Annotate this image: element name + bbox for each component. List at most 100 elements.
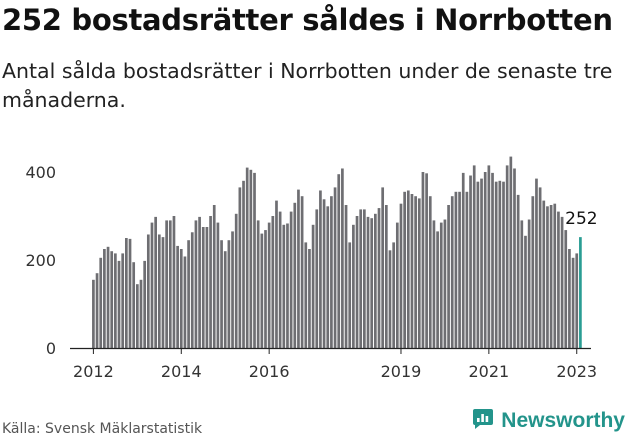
- bar: [99, 257, 103, 348]
- bar: [363, 209, 366, 348]
- bar: [135, 284, 139, 348]
- bar: [546, 206, 549, 348]
- bar: [374, 213, 377, 348]
- bar: [183, 256, 187, 348]
- bar: [491, 172, 494, 348]
- bar: [414, 196, 417, 348]
- y-axis: 0 200 400: [25, 163, 56, 358]
- bar: [395, 222, 399, 348]
- bar: [388, 250, 392, 348]
- bar: [132, 262, 136, 348]
- bar: [337, 174, 341, 348]
- bar: [300, 196, 304, 348]
- bar: [209, 216, 212, 348]
- bar: [513, 168, 516, 348]
- bar: [392, 242, 396, 348]
- bar: [223, 251, 227, 348]
- bar: [176, 245, 179, 348]
- bar: [234, 213, 238, 348]
- bar: [103, 249, 106, 348]
- bar: [275, 200, 278, 348]
- x-tick-label: 2019: [381, 362, 422, 381]
- bar: [289, 211, 293, 348]
- bar: [315, 209, 319, 348]
- bar: [531, 196, 535, 348]
- bar: [381, 187, 385, 348]
- bar: [480, 178, 483, 348]
- bar: [575, 253, 579, 348]
- bar: [278, 211, 282, 348]
- bar: [121, 253, 125, 348]
- bar: [92, 279, 95, 348]
- bar: [417, 198, 421, 348]
- bar: [216, 222, 220, 348]
- bar: [238, 187, 242, 348]
- bar: [341, 168, 344, 348]
- bar-latest: [579, 237, 582, 348]
- bar: [568, 249, 571, 348]
- bar: [282, 224, 286, 348]
- chart-subtitle: Antal sålda bostadsrätter i Norrbotten u…: [2, 59, 613, 112]
- bar: [542, 200, 546, 348]
- bar: [498, 180, 502, 348]
- bar: [117, 260, 121, 348]
- bar: [359, 209, 363, 348]
- bar: [271, 216, 275, 348]
- bar: [198, 216, 201, 348]
- bar: [436, 231, 439, 348]
- bar: [355, 216, 359, 348]
- bar: [425, 173, 428, 348]
- x-tick-label: 2012: [73, 362, 114, 381]
- bar: [564, 230, 568, 348]
- x-tick-label: 2014: [161, 362, 202, 381]
- bar: [366, 216, 370, 348]
- y-tick-label: 0: [46, 339, 56, 358]
- bar-chart: 0 200 400 2012 2014 2016 2019 2021 2023 252: [25, 156, 598, 381]
- bar: [139, 279, 143, 348]
- bar: [352, 224, 355, 348]
- bar: [384, 205, 388, 348]
- bar: [524, 235, 527, 348]
- bar: [114, 253, 117, 348]
- bar: [476, 181, 480, 348]
- x-axis: 2012 2014 2016 2019 2021 2023: [73, 348, 597, 381]
- bar: [549, 205, 553, 348]
- bar: [125, 238, 128, 348]
- bar: [348, 242, 352, 348]
- bar: [260, 233, 264, 348]
- bar: [168, 220, 172, 348]
- bar: [333, 187, 337, 348]
- bar: [447, 205, 450, 348]
- bar: [179, 249, 183, 348]
- bar: [227, 240, 231, 348]
- bar: [106, 246, 110, 348]
- last-value-label: 252: [565, 209, 597, 229]
- bar: [458, 191, 461, 348]
- bar: [330, 196, 333, 348]
- bar: [249, 169, 253, 348]
- bar: [560, 216, 564, 348]
- bar: [399, 203, 403, 348]
- bar: [535, 178, 538, 348]
- bar: [326, 206, 330, 348]
- bar: [150, 222, 154, 348]
- bar: [220, 240, 223, 348]
- x-tick-label: 2016: [249, 362, 290, 381]
- newsworthy-logo[interactable]: Newsworthy: [471, 407, 625, 435]
- bar: [494, 181, 498, 348]
- bar: [157, 234, 161, 348]
- bar: [154, 216, 157, 348]
- bar: [165, 220, 168, 348]
- bar: [319, 190, 322, 348]
- bar: [128, 238, 132, 348]
- bar: [571, 257, 575, 348]
- bar: [487, 165, 491, 348]
- bar: [110, 251, 114, 348]
- bar: [406, 190, 410, 348]
- bar: [187, 240, 190, 348]
- bar: [256, 220, 260, 348]
- bar: [516, 194, 520, 348]
- bar: [421, 172, 425, 348]
- bar: [322, 199, 326, 348]
- bar: [212, 205, 216, 348]
